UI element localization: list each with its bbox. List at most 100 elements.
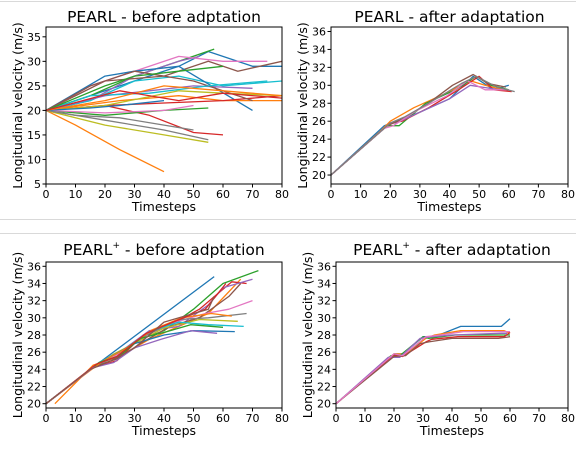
x-axis-label: Timesteps: [416, 199, 481, 214]
series-line: [46, 109, 209, 143]
chart-title: PEARL+ - before adptation: [63, 241, 264, 259]
series-line: [336, 334, 510, 405]
x-tick-label: 60: [216, 188, 230, 201]
x-tick-label: 60: [503, 412, 517, 425]
y-tick-label: 34: [312, 43, 326, 56]
x-tick-label: 40: [157, 188, 171, 201]
y-tick-label: 24: [27, 363, 41, 376]
chart-panel-1: 0 10 20 30 40 50 60 70 80 5 10 15 20 25 30 35 Timesteps L…: [10, 8, 289, 214]
x-tick-label: 80: [561, 412, 575, 425]
divider-middle: [0, 219, 576, 220]
x-axis-label: Timesteps: [131, 199, 196, 214]
y-tick-label: 22: [312, 151, 326, 164]
y-tick-label: 30: [27, 312, 41, 325]
series-line: [331, 75, 509, 176]
y-axis-label: Longitudinal velocity (m/s): [10, 22, 25, 188]
x-tick-label: 0: [333, 412, 340, 425]
x-tick-label: 70: [246, 412, 260, 425]
x-tick-label: 80: [275, 188, 289, 201]
series-line: [46, 283, 227, 405]
y-tick-label: 28: [317, 329, 331, 342]
series-line: [331, 73, 506, 176]
x-tick-label: 80: [275, 412, 289, 425]
y-tick-label: 32: [27, 295, 41, 308]
x-tick-label: 0: [328, 188, 335, 201]
y-tick-label: 28: [312, 97, 326, 110]
y-tick-label: 34: [317, 277, 331, 290]
y-axis-label: Longitudinal velocity (m/s): [10, 252, 25, 418]
x-tick-label: 50: [474, 412, 488, 425]
x-tick-label: 20: [387, 412, 401, 425]
y-tick-label: 26: [317, 346, 331, 359]
series-line: [46, 65, 224, 112]
x-tick-label: 30: [128, 188, 142, 201]
series-line: [331, 75, 509, 176]
series-line: [336, 336, 511, 405]
y-tick-label: 35: [27, 31, 41, 44]
x-tick-label: 40: [157, 412, 171, 425]
series-line: [46, 80, 268, 112]
y-tick-label: 20: [27, 104, 41, 117]
x-tick-label: 80: [561, 188, 575, 201]
x-tick-label: 60: [216, 412, 230, 425]
chart-panel-4: 0 10 20 30 40 50 60 70 80 20 22 24 26 28 30 32 34 36 Times…: [300, 241, 575, 438]
x-tick-label: 10: [69, 412, 83, 425]
y-tick-label: 25: [27, 80, 41, 93]
chart-title-main: PEARL: [63, 241, 113, 259]
y-tick-label: 30: [317, 312, 331, 325]
x-tick-label: 10: [354, 188, 368, 201]
chart-title: PEARL - before adptation: [67, 8, 261, 26]
series-line: [46, 85, 282, 112]
x-tick-label: 20: [383, 188, 397, 201]
y-tick-label: 24: [317, 363, 331, 376]
x-tick-label: 50: [472, 188, 486, 201]
series-line: [336, 330, 510, 405]
y-tick-label: 5: [34, 178, 41, 191]
series-line: [46, 70, 253, 111]
series-line: [46, 109, 165, 173]
series-line: [46, 90, 282, 112]
series-line: [336, 331, 511, 405]
series-line: [46, 95, 282, 112]
series-line: [46, 330, 218, 405]
x-tick-label: 30: [413, 188, 427, 201]
y-tick-label: 32: [317, 295, 331, 308]
chart-title: PEARL - after adaptation: [354, 8, 544, 26]
series-line: [46, 281, 247, 405]
x-tick-label: 50: [187, 412, 201, 425]
x-tick-label: 30: [416, 412, 430, 425]
x-axis-label: Timesteps: [419, 423, 484, 438]
divider-middle-2: [0, 233, 576, 234]
series-line: [46, 330, 235, 405]
series-line: [46, 278, 253, 405]
x-tick-label: 60: [502, 188, 516, 201]
y-tick-label: 26: [27, 346, 41, 359]
series-line: [331, 75, 512, 176]
series-line: [331, 84, 500, 176]
series-line: [46, 60, 282, 111]
series-line: [331, 80, 503, 176]
chart-title: PEARL+ - after adaptation: [353, 241, 551, 259]
y-tick-label: 36: [27, 260, 41, 273]
series-line: [46, 312, 232, 405]
series-line: [46, 109, 194, 131]
y-tick-label: 28: [27, 329, 41, 342]
chart-title-rest: - before adptation: [120, 241, 265, 259]
y-tick-label: 36: [312, 25, 326, 38]
series-line: [336, 330, 511, 405]
series-line: [46, 75, 282, 112]
chart-title-rest: - after adaptation: [410, 241, 551, 259]
x-tick-label: 20: [98, 188, 112, 201]
y-tick-label: 34: [27, 277, 41, 290]
y-tick-label: 22: [27, 381, 41, 394]
chart-title-superscript: +: [402, 241, 410, 251]
x-tick-label: 10: [69, 188, 83, 201]
y-tick-label: 10: [27, 153, 41, 166]
y-tick-label: 15: [27, 129, 41, 142]
y-tick-label: 30: [312, 79, 326, 92]
series-line: [46, 107, 209, 116]
divider-top: [0, 1, 576, 2]
chart-panel-2: 0 10 20 30 40 50 60 70 80 20 22 24 26 28 30 32 34 36 Times…: [295, 8, 575, 214]
